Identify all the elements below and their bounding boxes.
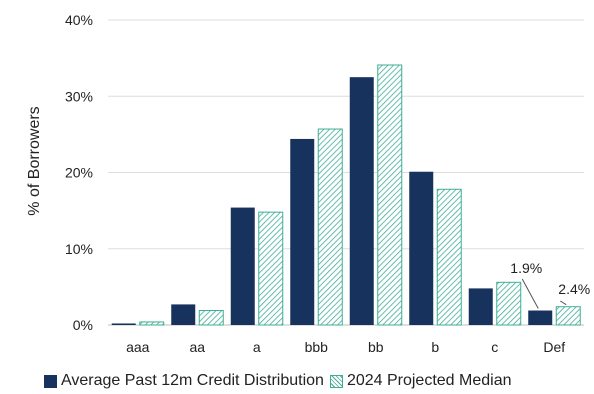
x-tick-label: bb [368,339,384,355]
bar-Def-series-2 [555,306,581,326]
bar-c-series-1 [468,288,493,325]
x-axis-ticks: aaa aa a bbb bb b c Def [126,339,565,355]
x-tick-label: bbb [305,339,329,355]
bar-Def-series-1 [528,310,553,325]
annotation-label: 1.9% [510,260,542,276]
bar-bb-series-2 [377,64,403,326]
legend-item-series-2: 2024 Projected Median [329,372,512,390]
y-tick-label: 20% [65,165,93,181]
bar-b-series-1 [409,171,434,325]
x-tick-label: aa [189,339,205,355]
x-tick-label: Def [543,339,565,355]
x-tick-label: c [491,339,498,355]
legend-swatch-hatched [329,374,343,388]
bar-a-series-1 [230,207,255,325]
annotation-label: 2.4% [558,281,590,297]
annotation-leader-line [559,300,567,306]
bar-c-series-2 [496,281,522,326]
legend-label-series-1: Average Past 12m Credit Distribution [61,372,324,389]
annotation-leader-line [521,278,539,309]
y-tick-label: 30% [65,88,93,104]
legend-swatch-solid [44,374,57,388]
y-tick-label: 0% [73,317,93,333]
bar-bbb-series-2 [317,128,343,326]
bar-aaa-series-2 [139,321,165,326]
bar-aaa-series-1 [111,323,136,325]
bar-a-series-2 [258,211,284,326]
legend-label-series-2: 2024 Projected Median [346,372,512,389]
bar-b-series-2 [436,188,462,326]
x-tick-label: b [431,339,439,355]
bars [111,64,581,326]
legend: Average Past 12m Credit Distribution 202… [44,372,518,390]
y-tick-label: 40% [65,12,93,28]
bar-aa-series-2 [198,310,224,326]
y-axis-ticks: 0% 10% 20% 30% 40% [65,12,93,333]
x-tick-label: aaa [126,339,150,355]
gridlines [108,19,584,326]
x-tick-label: a [253,339,261,355]
bar-bb-series-1 [349,77,374,325]
y-tick-label: 10% [65,241,93,257]
bar-aa-series-1 [171,304,196,325]
annotations: 1.9% 2.4% [510,260,590,309]
bar-bbb-series-1 [290,138,315,325]
y-axis-label: % of Borrowers [26,106,43,215]
legend-item-series-1: Average Past 12m Credit Distribution [44,372,324,390]
